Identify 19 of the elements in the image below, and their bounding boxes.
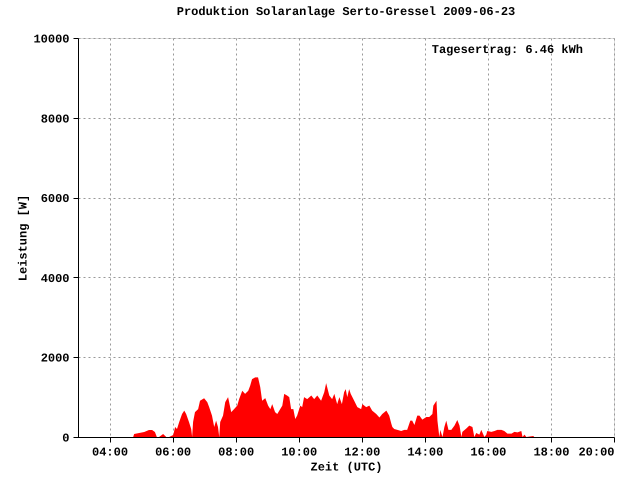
y-tick-label: 8000: [40, 112, 70, 126]
y-tick-label: 0: [62, 432, 70, 446]
annotation: Tagesertrag: 6.46 kWh: [432, 43, 583, 57]
x-tick-label: 14:00: [407, 446, 444, 460]
y-tick-label: 4000: [40, 272, 70, 286]
chart-title: Produktion Solaranlage Serto-Gressel 2009-06-23: [176, 5, 516, 19]
y-tick-label: 2000: [40, 352, 70, 366]
x-tick-label: 18:00: [533, 446, 570, 460]
y-tick-label: 6000: [40, 192, 70, 206]
x-tick-label: 16:00: [470, 446, 506, 460]
x-tick-label: 10:00: [281, 446, 318, 460]
x-tick-label: 20:00: [578, 446, 614, 460]
x-tick-label: 04:00: [92, 446, 128, 460]
x-tick-label: 12:00: [344, 446, 380, 460]
x-axis-title: Zeit (UTC): [310, 460, 383, 474]
y-tick-label: 10000: [33, 32, 70, 46]
x-tick-label: 08:00: [218, 446, 254, 460]
x-tick-label: 06:00: [155, 446, 192, 460]
y-axis-title: Leistung [W]: [16, 194, 30, 282]
